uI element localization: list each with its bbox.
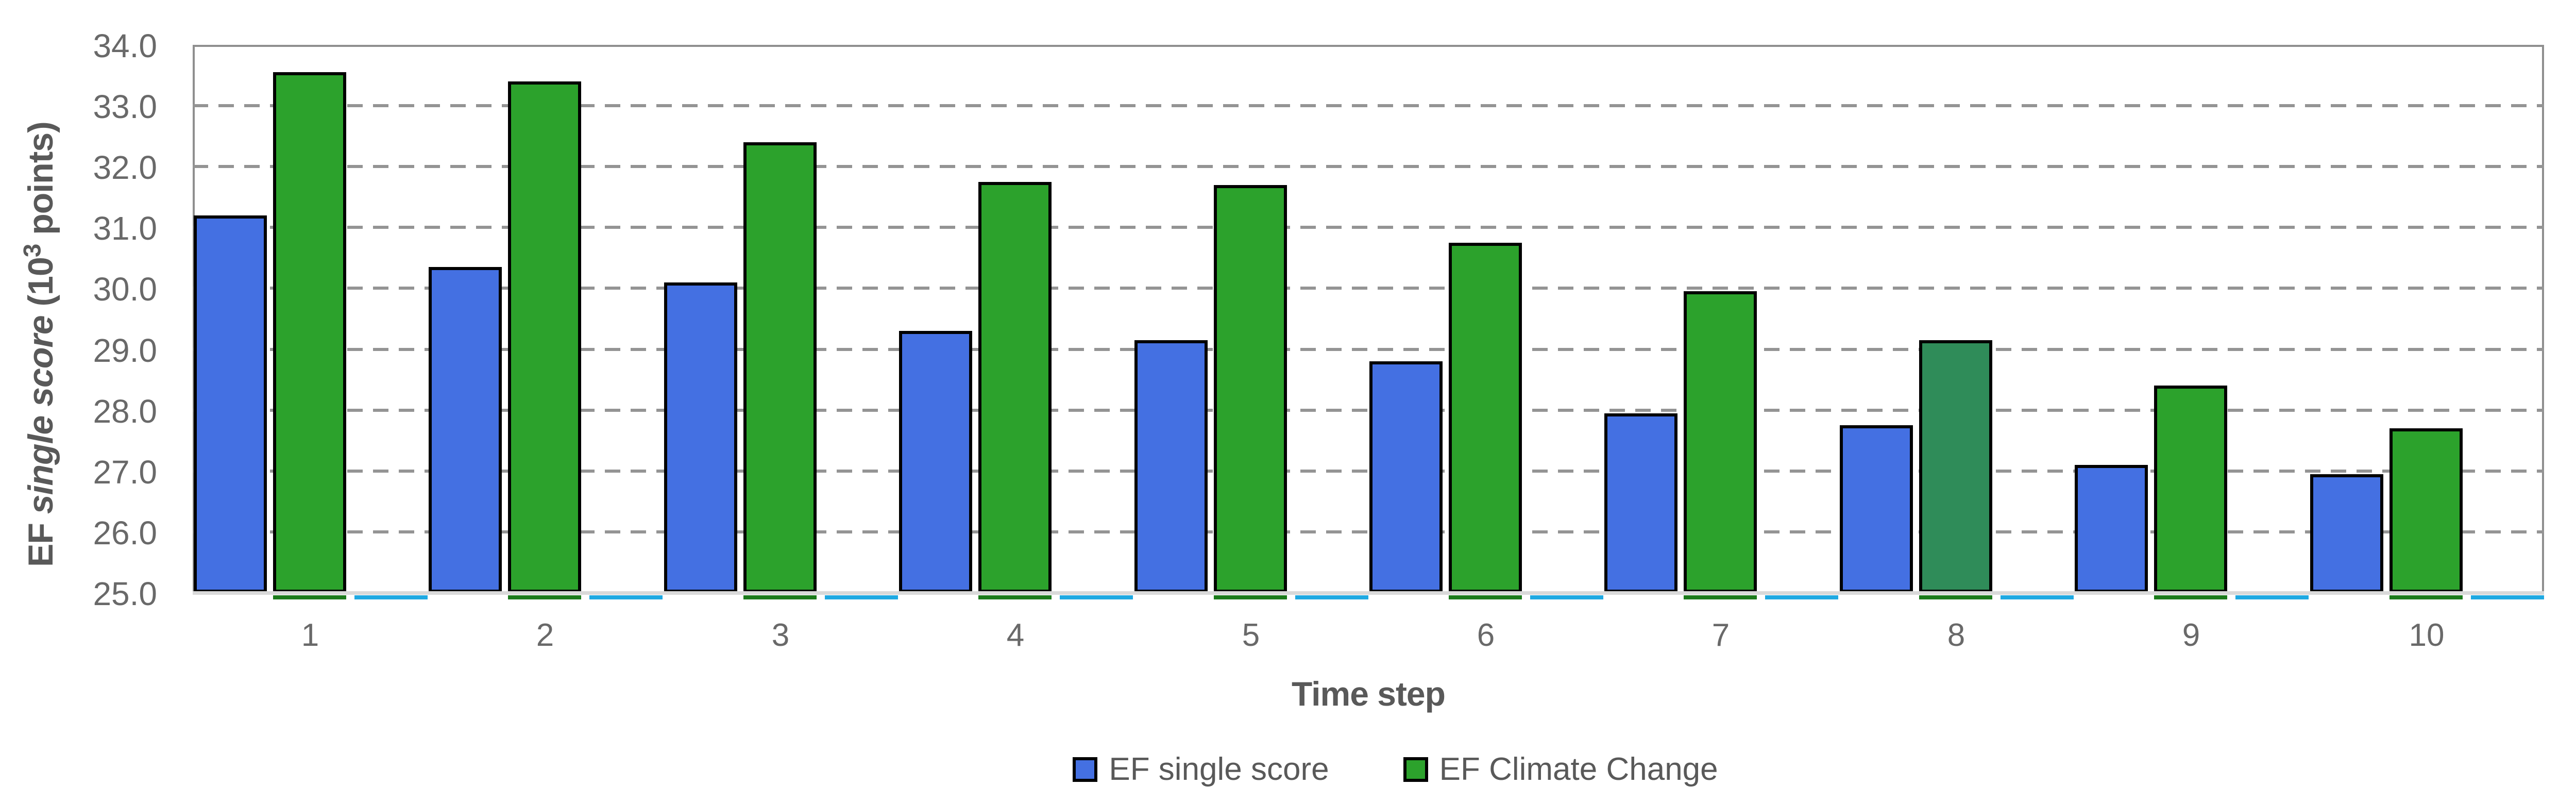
baseline-marker-green-3 bbox=[743, 595, 817, 599]
left-axis-title-pre: EF bbox=[21, 514, 60, 567]
left-axis-title: EF single score (103 points) bbox=[19, 122, 61, 567]
bar-ef-single-score-8 bbox=[1840, 425, 1913, 593]
category-label-8: 8 bbox=[1947, 617, 1965, 653]
baseline-marker-cyan-6 bbox=[1530, 595, 1603, 599]
baseline-marker-green-1 bbox=[273, 595, 346, 599]
category-label-3: 3 bbox=[771, 617, 790, 653]
gridline-26.0 bbox=[193, 530, 2544, 533]
x-axis-baseline bbox=[193, 591, 2544, 595]
legend-item-ef-single-score: EF single score bbox=[1073, 754, 1329, 786]
baseline-marker-green-9 bbox=[2154, 595, 2227, 599]
baseline-marker-cyan-4 bbox=[1060, 595, 1133, 599]
legend-item-ef-climate-change: EF Climate Change bbox=[1403, 754, 1718, 786]
category-label-10: 10 bbox=[2409, 617, 2445, 653]
left-axis-title-mid: (10 bbox=[21, 257, 60, 316]
bar-ef-climate-change-3 bbox=[743, 142, 817, 593]
baseline-marker-cyan-1 bbox=[354, 595, 428, 599]
gridline-27.0 bbox=[193, 470, 2544, 473]
left-tick-31.0: 31.0 bbox=[93, 210, 157, 247]
category-label-6: 6 bbox=[1477, 617, 1495, 653]
left-tick-32.0: 32.0 bbox=[93, 149, 157, 186]
left-tick-29.0: 29.0 bbox=[93, 332, 157, 369]
gridline-32.0 bbox=[193, 165, 2544, 168]
baseline-marker-cyan-3 bbox=[825, 595, 898, 599]
left-tick-30.0: 30.0 bbox=[93, 271, 157, 308]
bar-ef-single-score-4 bbox=[899, 331, 972, 593]
bar-ef-single-score-1 bbox=[194, 215, 267, 593]
left-tick-34.0: 34.0 bbox=[93, 27, 157, 64]
baseline-marker-cyan-7 bbox=[1765, 595, 1838, 599]
gridline-31.0 bbox=[193, 226, 2544, 229]
bars-layer bbox=[193, 45, 2544, 593]
bar-ef-climate-change-6 bbox=[1449, 243, 1522, 593]
left-tick-33.0: 33.0 bbox=[93, 88, 157, 125]
left-tick-28.0: 28.0 bbox=[93, 393, 157, 430]
baseline-marker-green-4 bbox=[978, 595, 1052, 599]
bar-ef-single-score-2 bbox=[429, 267, 502, 593]
bar-ef-single-score-9 bbox=[2075, 465, 2148, 593]
category-label-9: 9 bbox=[2182, 617, 2200, 653]
category-label-7: 7 bbox=[1711, 617, 1730, 653]
legend: EF single score EF Climate Change bbox=[0, 754, 2576, 786]
legend-swatch-ef-climate-change bbox=[1403, 757, 1428, 782]
x-axis-title: Time step bbox=[1292, 675, 1446, 713]
baseline-marker-green-2 bbox=[508, 595, 581, 599]
bar-ef-climate-change-8 bbox=[1919, 340, 1992, 593]
gridline-29.0 bbox=[193, 348, 2544, 351]
baseline-marker-green-5 bbox=[1214, 595, 1287, 599]
baseline-marker-green-10 bbox=[2389, 595, 2463, 599]
baseline-marker-cyan-5 bbox=[1295, 595, 1368, 599]
baseline-marker-cyan-10 bbox=[2471, 595, 2544, 599]
legend-label-ef-climate-change: EF Climate Change bbox=[1439, 751, 1718, 787]
bar-ef-single-score-7 bbox=[1604, 413, 1677, 593]
bar-ef-climate-change-9 bbox=[2154, 386, 2227, 593]
bar-ef-climate-change-4 bbox=[978, 182, 1052, 593]
left-axis-title-sup: 3 bbox=[19, 244, 46, 258]
bar-ef-climate-change-10 bbox=[2389, 428, 2463, 593]
left-axis-title-post: points) bbox=[21, 122, 60, 244]
baseline-marker-green-6 bbox=[1449, 595, 1522, 599]
legend-label-ef-single-score: EF single score bbox=[1109, 751, 1329, 787]
baseline-marker-green-7 bbox=[1684, 595, 1757, 599]
category-label-2: 2 bbox=[536, 617, 554, 653]
gridline-33.0 bbox=[193, 104, 2544, 107]
baseline-marker-cyan-9 bbox=[2235, 595, 2309, 599]
bar-ef-climate-change-5 bbox=[1214, 185, 1287, 593]
bar-ef-single-score-6 bbox=[1369, 361, 1443, 593]
bar-ef-climate-change-2 bbox=[508, 81, 581, 593]
legend-swatch-ef-single-score bbox=[1073, 757, 1098, 782]
category-label-5: 5 bbox=[1242, 617, 1260, 653]
baseline-marker-cyan-8 bbox=[2001, 595, 2074, 599]
bar-ef-climate-change-7 bbox=[1684, 291, 1757, 593]
left-axis-title-italic: single score bbox=[21, 315, 60, 514]
left-tick-25.0: 25.0 bbox=[93, 575, 157, 612]
baseline-marker-green-8 bbox=[1919, 595, 1992, 599]
left-tick-27.0: 27.0 bbox=[93, 454, 157, 491]
bar-ef-single-score-3 bbox=[664, 282, 737, 593]
gridline-30.0 bbox=[193, 287, 2544, 290]
gridline-28.0 bbox=[193, 409, 2544, 412]
bar-ef-climate-change-1 bbox=[273, 72, 346, 593]
left-tick-26.0: 26.0 bbox=[93, 514, 157, 552]
baseline-marker-cyan-2 bbox=[589, 595, 663, 599]
category-label-4: 4 bbox=[1006, 617, 1025, 653]
bar-ef-single-score-10 bbox=[2310, 474, 2383, 593]
bar-ef-single-score-5 bbox=[1134, 340, 1208, 593]
category-label-1: 1 bbox=[301, 617, 319, 653]
